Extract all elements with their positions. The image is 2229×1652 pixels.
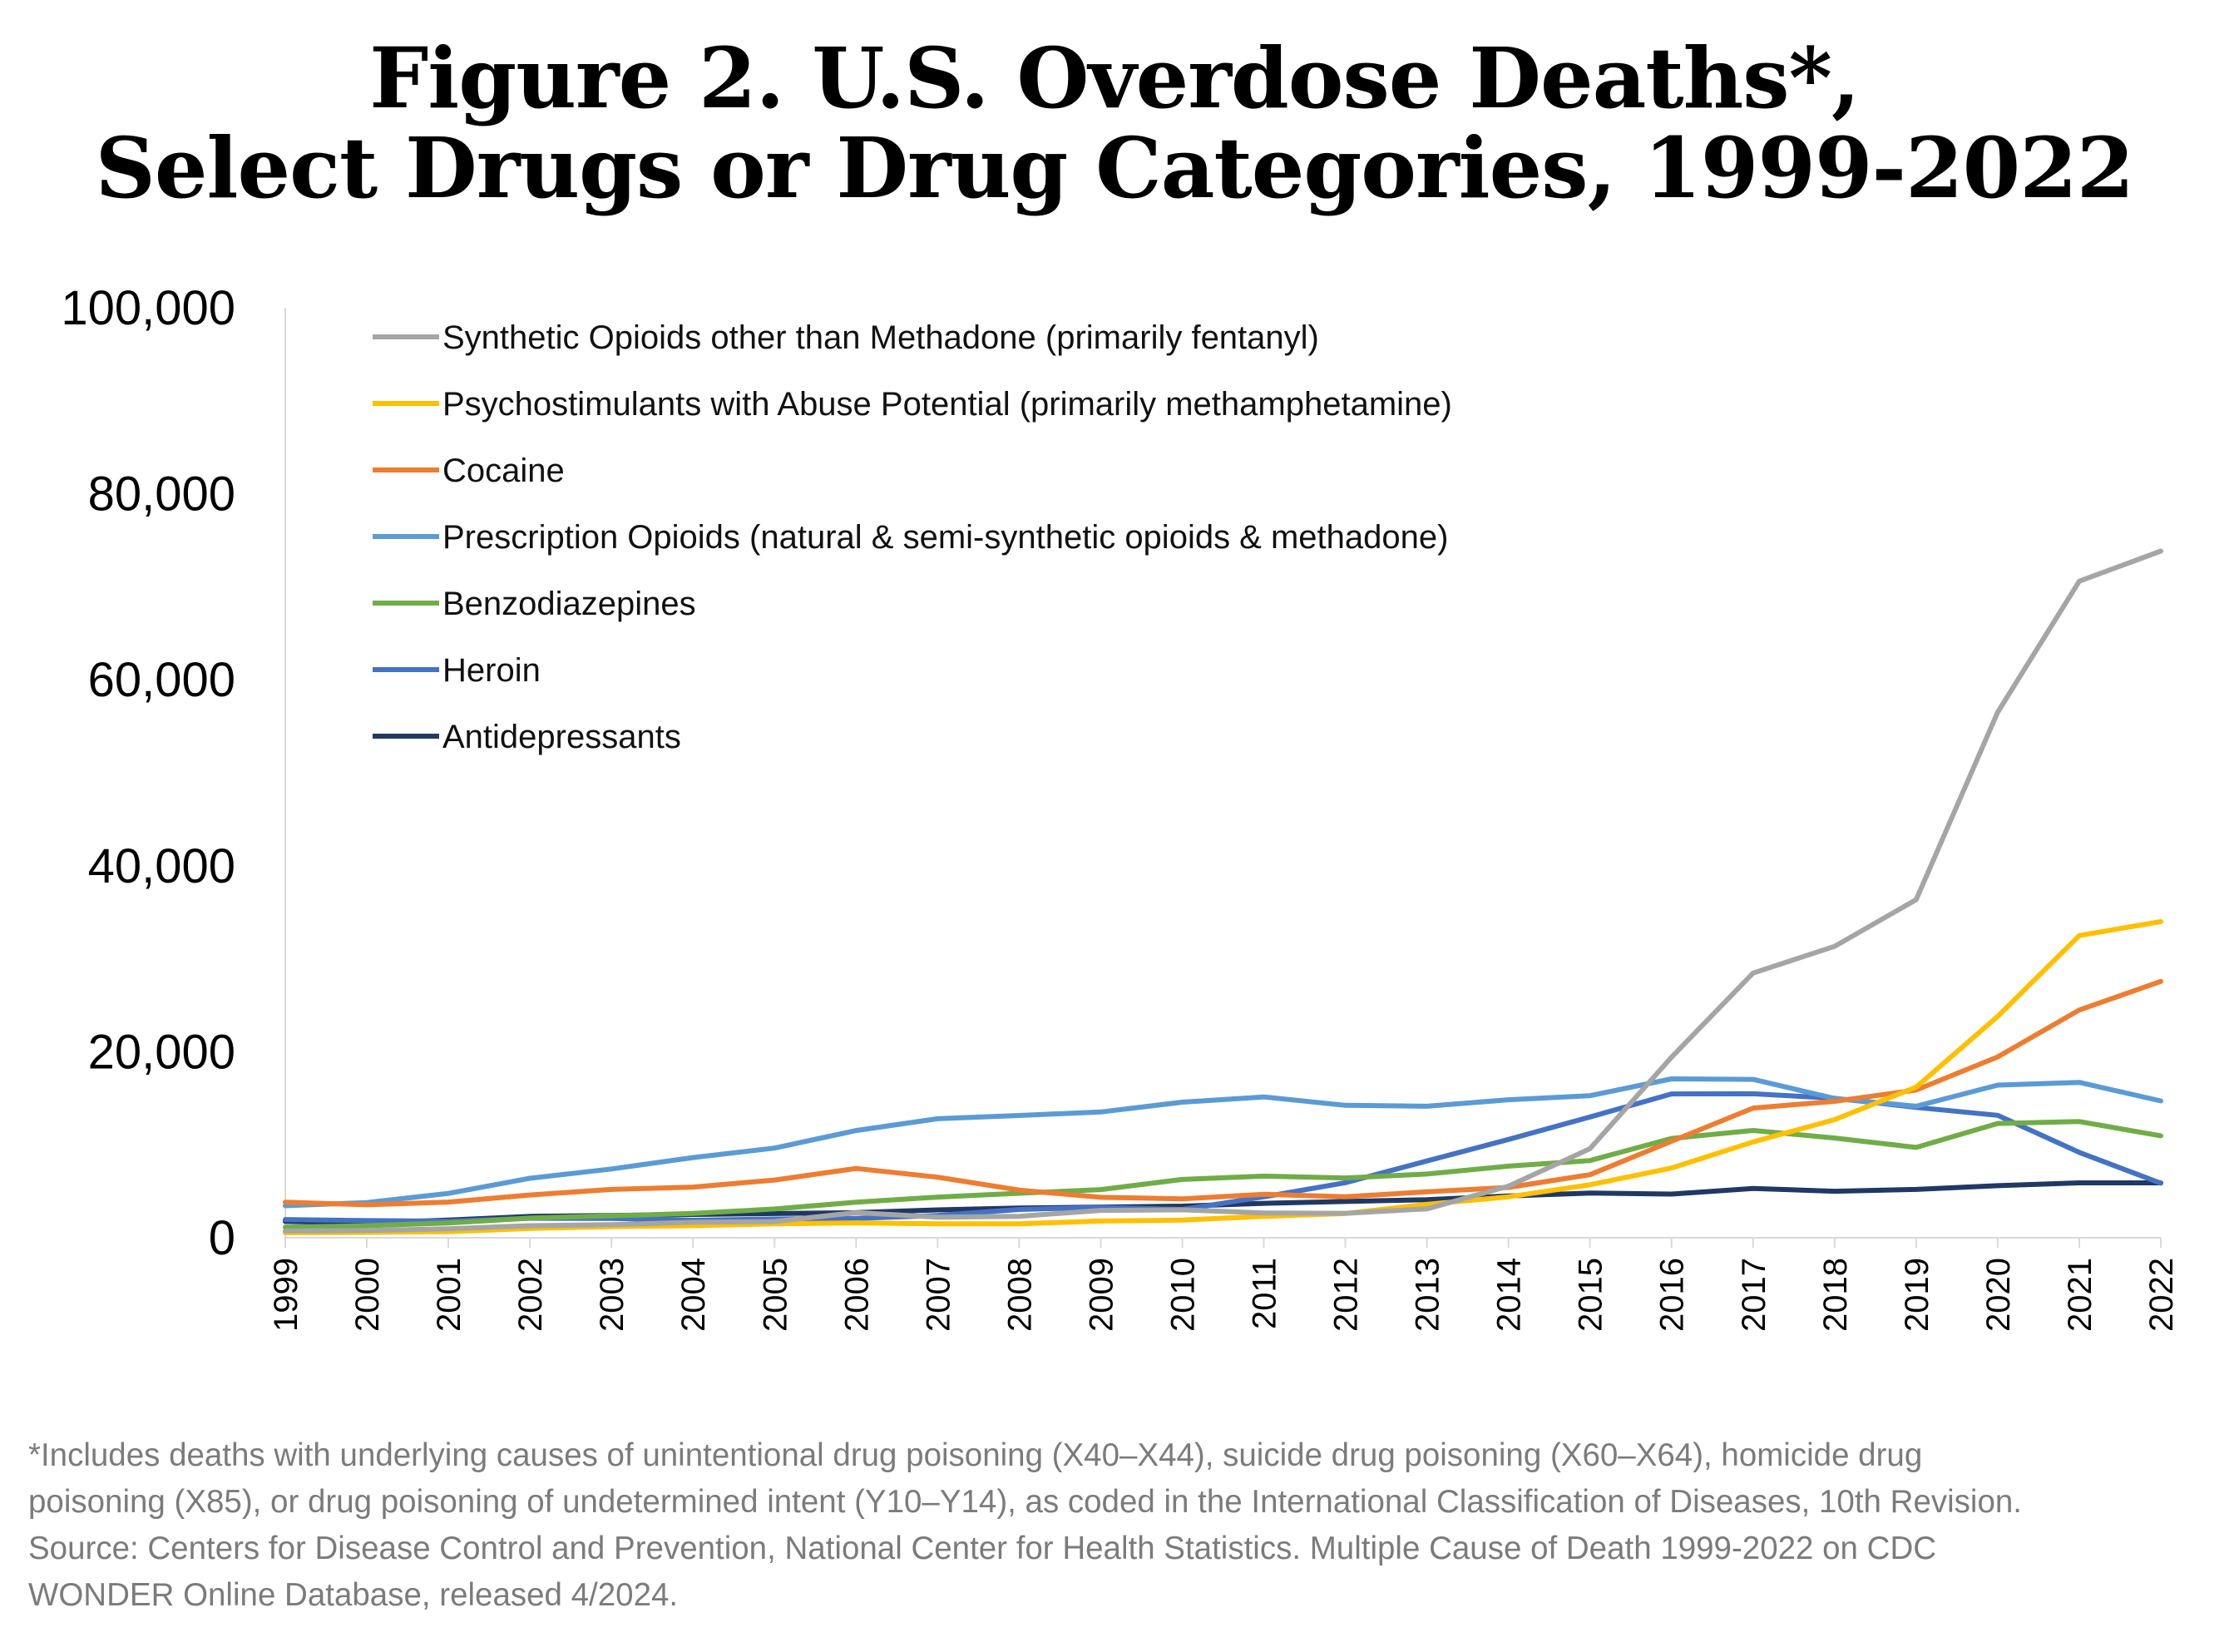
x-tick-label: 2015: [1573, 1258, 1609, 1332]
legend-label: Cocaine: [442, 453, 565, 489]
x-tick-label: 2011: [1247, 1258, 1283, 1329]
legend-label: Benzodiazepines: [442, 586, 696, 622]
chart-title-line-1: Figure 2. U.S. Overdose Deaths*,: [369, 29, 1860, 127]
x-tick-label: 2005: [757, 1258, 793, 1332]
y-tick-label: 60,000: [88, 653, 235, 707]
legend: Synthetic Opioids other than Methadone (…: [373, 319, 1452, 755]
y-tick-label: 20,000: [88, 1025, 235, 1079]
series-line-psychostimulants-with-abuse-potential: [283, 918, 2163, 1235]
footnote-line-2: poisoning (X85), or drug poisoning of un…: [28, 1484, 2022, 1520]
x-tick-label: 2021: [2062, 1258, 2098, 1332]
series-lines: [283, 548, 2163, 1235]
y-tick-label: 40,000: [88, 839, 235, 893]
x-tick-label: 2001: [431, 1258, 467, 1332]
x-tick-label: 2006: [838, 1258, 875, 1332]
y-tick-label: 80,000: [88, 467, 235, 522]
x-tick-label: 2018: [1817, 1258, 1854, 1332]
legend-label: Prescription Opioids (natural & semi-syn…: [442, 519, 1448, 556]
x-tick-label: 2022: [2143, 1258, 2180, 1332]
chart-title-line-2: Select Drugs or Drug Categories, 1999-20…: [95, 119, 2135, 217]
x-tick-label: 2013: [1410, 1258, 1446, 1332]
x-tick-label: 2012: [1328, 1258, 1365, 1332]
footnote: *Includes deaths with underlying causes …: [28, 1432, 2207, 1619]
x-tick-label: 2003: [594, 1258, 630, 1332]
x-tick-label: 2010: [1164, 1258, 1201, 1332]
x-tick-label: 2000: [349, 1258, 386, 1332]
x-tick-label: 2009: [1083, 1258, 1119, 1332]
legend-label: Heroin: [442, 652, 541, 689]
series-line-synthetic-opioids-other-than-methadone: [283, 548, 2163, 1234]
footnote-line-3: Source: Centers for Disease Control and …: [28, 1531, 1937, 1566]
legend-label: Antidepressants: [442, 719, 681, 755]
x-tick-label: 2002: [512, 1258, 549, 1332]
x-tick-label: 1999: [268, 1258, 304, 1332]
x-tick-label: 2019: [1899, 1258, 1935, 1332]
x-tick-label: 2007: [920, 1258, 956, 1332]
y-axis: 0 20,000 40,000 60,000 80,000 100,000: [61, 281, 286, 1265]
series-line-heroin: [283, 1091, 2163, 1224]
legend-label: Psychostimulants with Abuse Potential (p…: [442, 386, 1452, 423]
footnote-line-4: WONDER Online Database, released 4/2024.: [28, 1577, 679, 1613]
series-line-cocaine: [283, 978, 2163, 1208]
x-tick-label: 2008: [1001, 1258, 1038, 1332]
y-tick-label: 100,000: [61, 281, 235, 335]
x-tick-label: 2016: [1654, 1258, 1691, 1332]
x-tick-label: 2017: [1736, 1258, 1772, 1332]
x-tick-label: 2014: [1491, 1258, 1528, 1332]
legend-label: Synthetic Opioids other than Methadone (…: [442, 319, 1319, 356]
footnote-line-1: *Includes deaths with underlying causes …: [28, 1437, 1923, 1473]
x-axis: 1999 2000 2001 2002 2003 2004 2005 2006 2007 2008…: [268, 1237, 2180, 1332]
series-line-benzodiazepines: [283, 1119, 2163, 1230]
line-chart: 0 20,000 40,000 60,000 80,000 100,000 1999 200…: [61, 281, 2180, 1332]
y-tick-label: 0: [209, 1211, 235, 1265]
x-tick-label: 2004: [675, 1258, 712, 1332]
x-tick-label: 2020: [1980, 1258, 2017, 1332]
